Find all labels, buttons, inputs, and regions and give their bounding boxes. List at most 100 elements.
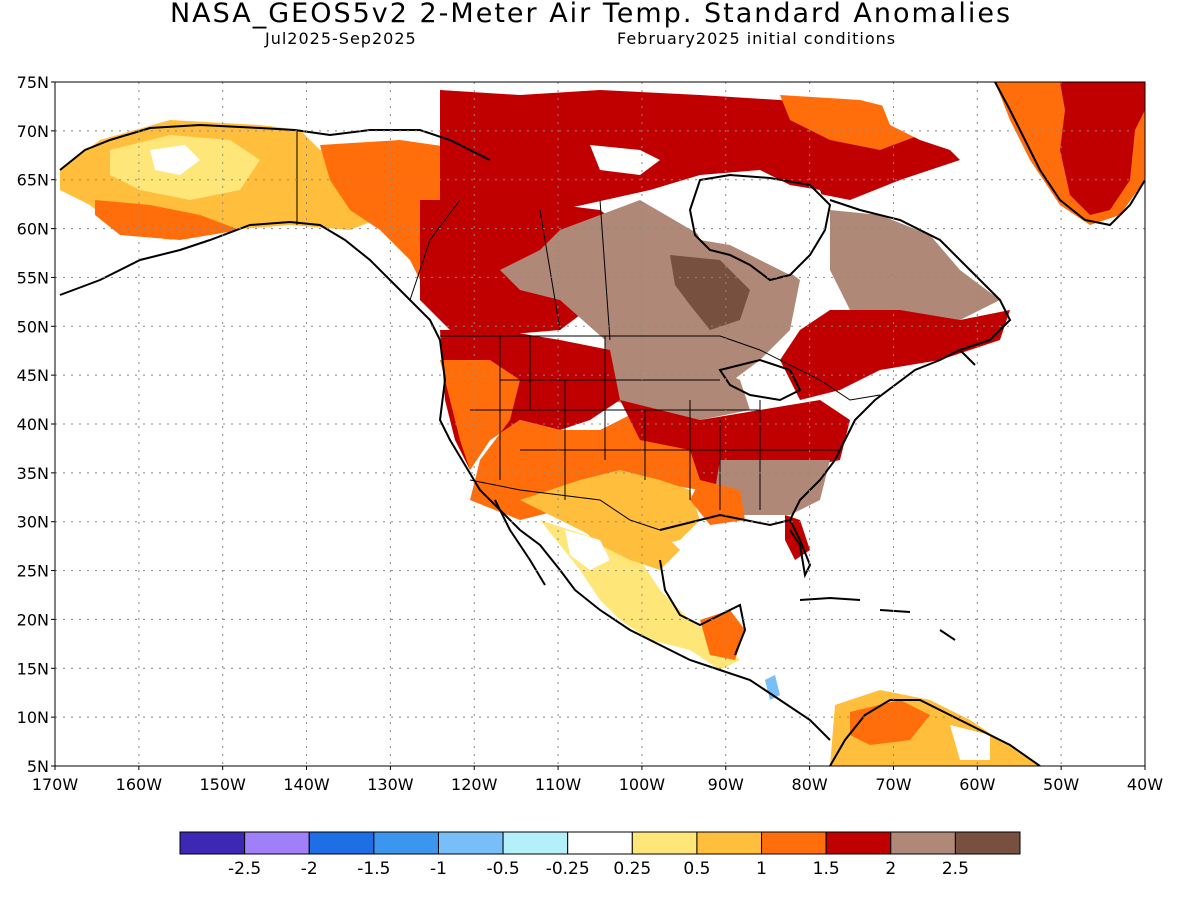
- yucatan-coast: [659, 559, 747, 656]
- greenland-coast: [994, 82, 1145, 227]
- map-plot-area: [55, 82, 1145, 766]
- us-mexico-border: [469, 479, 661, 531]
- lat-label: 5N: [27, 757, 49, 776]
- alaska-south-coast: [59, 220, 441, 341]
- greenland-hot: [1060, 82, 1145, 215]
- colorbar-swatch: [373, 831, 439, 855]
- lon-label: 170W: [32, 775, 79, 794]
- lon-label: 110W: [535, 775, 582, 794]
- lon-label: 70W: [875, 775, 911, 794]
- colorbar: -2.5 -2 -1.5 -1 -0.5 -0.25 0.25 0.5 1 1.5 2 2.5: [179, 831, 1021, 879]
- hudson-brown: [500, 200, 800, 410]
- arctic-white-2: [880, 100, 950, 150]
- east-coast: [789, 348, 976, 521]
- hudson-dark: [670, 255, 750, 330]
- lat-label: 65N: [17, 171, 49, 190]
- colorbar-swatch: [437, 831, 504, 855]
- colorbar-label: -1: [430, 859, 447, 879]
- lat-label: 30N: [17, 513, 49, 532]
- colorbar-swatch: [696, 831, 763, 855]
- lon-label: 140W: [283, 775, 330, 794]
- alaska-south: [95, 200, 240, 240]
- map-title: NASA_GEOS5v2 2-Meter Air Temp. Standard …: [169, 0, 1013, 29]
- lat-label: 25N: [17, 562, 49, 581]
- colorbar-label: 0.25: [613, 859, 651, 879]
- great-lakes: [718, 358, 802, 402]
- lat-label: 70N: [17, 122, 49, 141]
- lat-label: 45N: [17, 366, 49, 385]
- colorbar-swatch: [308, 831, 375, 855]
- state-lines-2: [470, 379, 840, 451]
- labrador-coast: [829, 199, 1012, 351]
- lat-label: 60N: [17, 220, 49, 239]
- graticule: [55, 82, 1145, 766]
- arctic-white-1: [590, 145, 660, 175]
- alaska-neutral: [150, 145, 200, 175]
- colorbar-label: 2: [885, 859, 896, 879]
- coastlines: [59, 82, 1145, 766]
- colorbar-label: 1.5: [813, 859, 840, 879]
- south-america-white: [950, 725, 990, 760]
- lat-label: 35N: [17, 464, 49, 483]
- south-america-coast: [829, 699, 1041, 766]
- latitude-labels: 75N 70N 65N 60N 55N 50N 45N 40N 35N 30N 25N 20N 15N 1…: [17, 73, 49, 776]
- yucatan-orange: [700, 610, 745, 660]
- mexico-orange: [560, 510, 680, 570]
- colorbar-label: 2.5: [942, 859, 969, 879]
- mexico-neutral: [565, 530, 610, 570]
- lon-label: 80W: [792, 775, 828, 794]
- colorbar-label: -1.5: [357, 859, 390, 879]
- political-borders: [296, 130, 881, 531]
- lon-label: 40W: [1127, 775, 1163, 794]
- colorbar-swatch: [502, 831, 569, 855]
- colorbar-swatch: [890, 831, 956, 855]
- colorbar-swatch: [825, 831, 892, 855]
- colorbar-swatch: [567, 831, 633, 855]
- colorbar-swatch: [179, 831, 246, 855]
- gulf-coast: [659, 513, 812, 579]
- lat-label: 10N: [17, 708, 49, 727]
- colorbar-label: -2.5: [228, 859, 261, 879]
- axis-ticks: [51, 81, 1146, 770]
- initial-conditions: February2025 initial conditions: [617, 29, 897, 48]
- colorbar-swatch: [244, 831, 310, 855]
- lat-label: 50N: [17, 317, 49, 336]
- colorbar-label: -0.5: [486, 859, 519, 879]
- lat-label: 55N: [17, 268, 49, 287]
- lon-label: 160W: [116, 775, 163, 794]
- hudson-bay-coast: [688, 173, 832, 282]
- hudson-bay: [690, 180, 830, 275]
- lon-label: 150W: [200, 775, 247, 794]
- maritime-hot: [780, 310, 1010, 400]
- labrador-brown: [830, 210, 1000, 320]
- lat-label: 20N: [17, 610, 49, 629]
- mexico-coast: [574, 589, 831, 741]
- gulf-orange: [690, 480, 745, 525]
- southeast-brown: [715, 460, 830, 515]
- alaska-coast: [59, 123, 491, 171]
- baja: [494, 499, 546, 586]
- longitude-labels: 170W 160W 150W 140W 130W 120W 110W 100W 90W 80W 70…: [32, 775, 1163, 794]
- anomaly-shading: [60, 82, 1145, 766]
- colorbar-swatch: [631, 831, 698, 855]
- lat-label: 75N: [17, 73, 49, 92]
- lon-label: 60W: [959, 775, 995, 794]
- us-west-coast: [438, 339, 576, 591]
- us-canada-border: [440, 335, 881, 401]
- colorbar-label: 1: [756, 859, 767, 879]
- forecast-period: Jul2025-Sep2025: [265, 29, 417, 48]
- canada-provinces: [409, 199, 611, 341]
- caribbean-islands: [799, 596, 956, 641]
- lat-label: 15N: [17, 659, 49, 678]
- colorbar-label: 0.5: [683, 859, 710, 879]
- colorbar-label: -2: [301, 859, 318, 879]
- lat-label: 40N: [17, 415, 49, 434]
- lon-label: 120W: [451, 775, 498, 794]
- colorbar-swatch: [954, 831, 1021, 855]
- colorbar-swatch: [761, 831, 827, 855]
- cooling-patch: [765, 675, 780, 700]
- lon-label: 90W: [708, 775, 744, 794]
- lon-label: 130W: [367, 775, 414, 794]
- colorbar-label: -0.25: [546, 859, 590, 879]
